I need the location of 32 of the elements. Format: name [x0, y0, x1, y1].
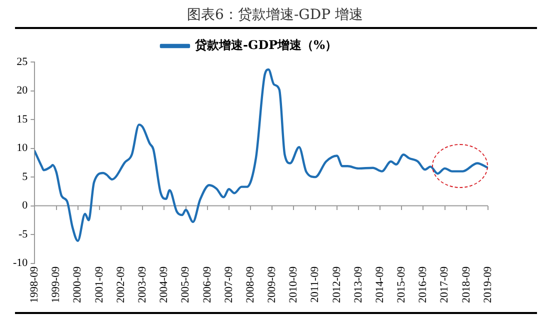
x-tick-label: 2006-09 — [201, 266, 214, 304]
x-tick-label: 2012-09 — [330, 266, 343, 304]
x-tick-label: 2009-09 — [266, 266, 278, 304]
x-tick-label: 1999-09 — [50, 266, 62, 304]
x-tick-label: 2017-09 — [438, 266, 451, 304]
x-tick-label: 2016-09 — [417, 266, 430, 304]
legend-label: 贷款增速-GDP增速（%） — [194, 38, 338, 52]
x-tick-label: 2005-09 — [180, 266, 192, 304]
y-tick-label: -10 — [12, 257, 28, 270]
x-tick-label: 2015-09 — [396, 266, 408, 304]
x-tick-label: 2019-09 — [482, 266, 494, 304]
x-tick-label: 2011-09 — [309, 266, 322, 303]
x-tick-label: 2000-09 — [72, 266, 84, 304]
x-tick-label: 2013-09 — [352, 266, 364, 304]
y-tick-label: -5 — [18, 228, 28, 240]
x-tick-label: 1998-09 — [28, 266, 41, 304]
x-tick-label: 2008-09 — [244, 266, 256, 304]
x-tick-label: 2007-09 — [222, 266, 235, 304]
y-tick-label: 25 — [16, 56, 28, 68]
x-tick-label: 2004-09 — [158, 266, 170, 304]
x-tick-label: 2003-09 — [136, 266, 148, 304]
chart-title: 图表6：贷款增速-GDP 增速 — [186, 6, 364, 24]
x-tick-label: 2014-09 — [374, 266, 386, 304]
x-tick-label: 2018-09 — [460, 266, 472, 304]
x-tick-label: 2001-09 — [93, 266, 106, 304]
y-tick-label: 15 — [16, 113, 28, 126]
y-tick-label: 5 — [22, 170, 28, 183]
y-tick-label: 10 — [16, 142, 28, 154]
x-tick-label: 2002-09 — [114, 266, 127, 304]
y-tick-label: 0 — [22, 200, 28, 212]
x-tick-label: 2010-09 — [288, 266, 300, 304]
y-tick-label: 20 — [16, 84, 28, 97]
